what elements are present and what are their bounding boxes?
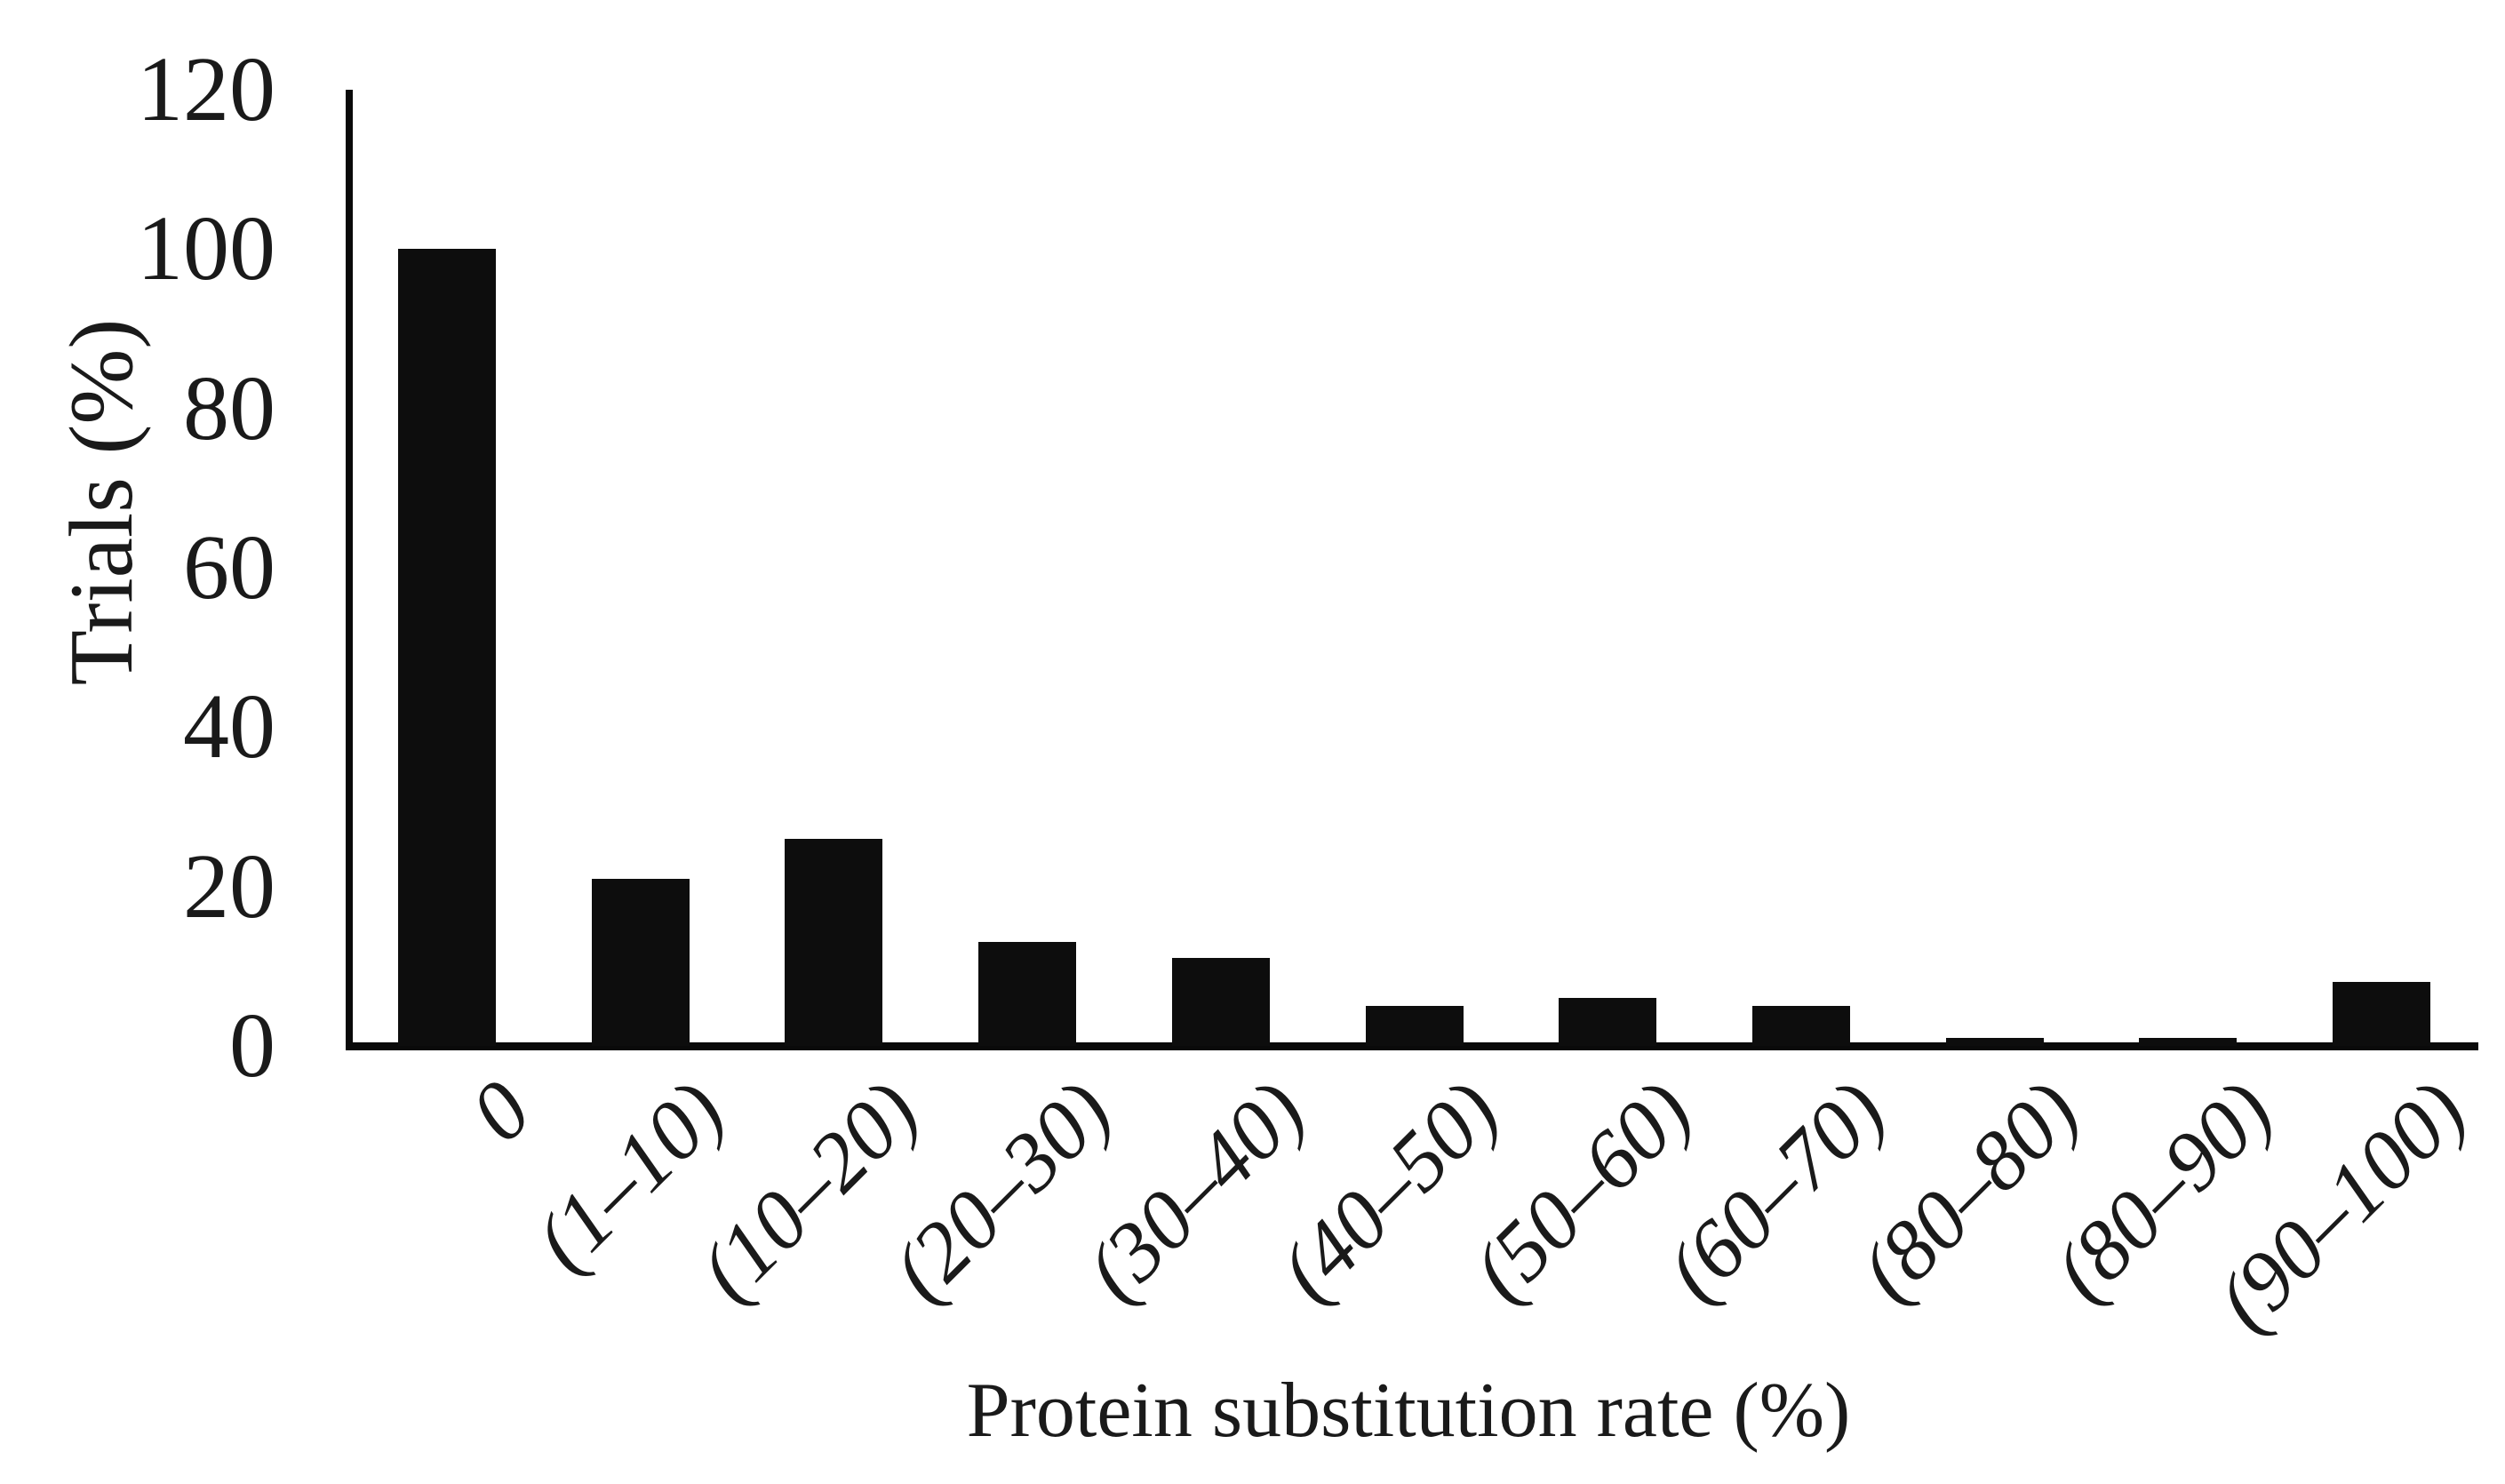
x-tick-label-(60–70): (60–70) (1647, 1062, 1903, 1319)
x-tick-label-0: 0 (452, 1062, 549, 1160)
y-tick-label-60: 60 (183, 516, 275, 618)
y-axis-line (346, 90, 353, 1050)
x-tick-label-(80–80): (80–80) (1840, 1062, 2097, 1319)
x-axis-line (346, 1042, 2478, 1050)
bar-(1–10) (591, 878, 690, 1046)
x-tick-label-(30–40): (30–40) (1066, 1062, 1323, 1319)
y-tick-label-100: 100 (137, 197, 275, 300)
bar-(60–70) (1751, 1006, 1850, 1046)
bar-(20–30) (978, 942, 1077, 1046)
x-tick-label-(50–60): (50–60) (1454, 1062, 1711, 1319)
x-tick-label-(40–50): (40–50) (1260, 1062, 1517, 1319)
bar-(80–80) (1945, 1038, 2044, 1046)
y-tick-label-80: 80 (183, 356, 275, 459)
bar-(40–50) (1365, 1006, 1464, 1046)
x-axis-title: Protein substitution rate (%) (966, 1368, 1851, 1454)
y-tick-label-40: 40 (183, 675, 275, 778)
x-tick-label-(20–30): (20–30) (874, 1062, 1129, 1319)
bar-(80–90) (2139, 1038, 2238, 1046)
bar-(10–20) (785, 838, 883, 1046)
bar-(30–40) (1171, 958, 1270, 1046)
y-tick-label-20: 20 (183, 834, 275, 937)
bar-(50–60) (1559, 998, 1657, 1046)
bar-0 (397, 249, 496, 1046)
x-tick-label-(10–20): (10–20) (680, 1062, 937, 1319)
bar-(90–100) (2333, 982, 2431, 1046)
y-tick-label-0: 0 (229, 994, 275, 1097)
y-tick-label-120: 120 (137, 38, 275, 140)
